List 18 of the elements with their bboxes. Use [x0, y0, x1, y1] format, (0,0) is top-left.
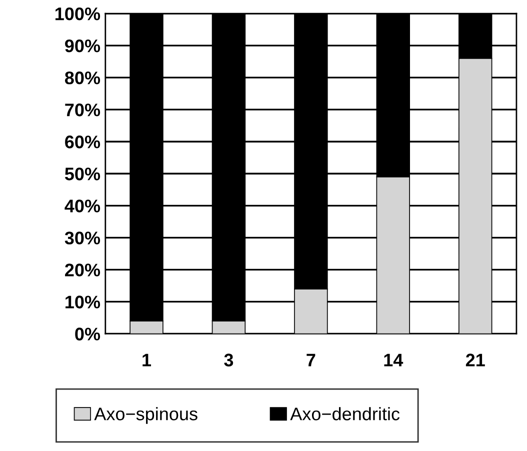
x-tick-label: 14 [384, 354, 404, 366]
legend-label: Axo−spinous [94, 407, 198, 424]
x-tick-label: 3 [224, 354, 234, 366]
y-tick-label: 30% [64, 232, 100, 244]
y-tick-label: 10% [66, 296, 100, 308]
y-tick-label: 50% [64, 168, 100, 180]
y-tick-label: 20% [65, 264, 100, 276]
y-tick-label: 0% [75, 328, 100, 340]
y-tick-label: 80% [64, 72, 100, 84]
x-tick-label: 21 [466, 354, 485, 366]
y-tick-label: 40% [64, 200, 100, 212]
x-tick-label: 1 [142, 354, 152, 366]
x-tick-label: 7 [306, 354, 316, 366]
y-tick-label: 60% [65, 136, 100, 148]
y-tick-label: 90% [65, 39, 100, 52]
legend-label: Axo−dendritic [290, 407, 400, 420]
y-tick-label: 70% [65, 104, 100, 116]
y-tick-label: 100% [56, 7, 100, 20]
